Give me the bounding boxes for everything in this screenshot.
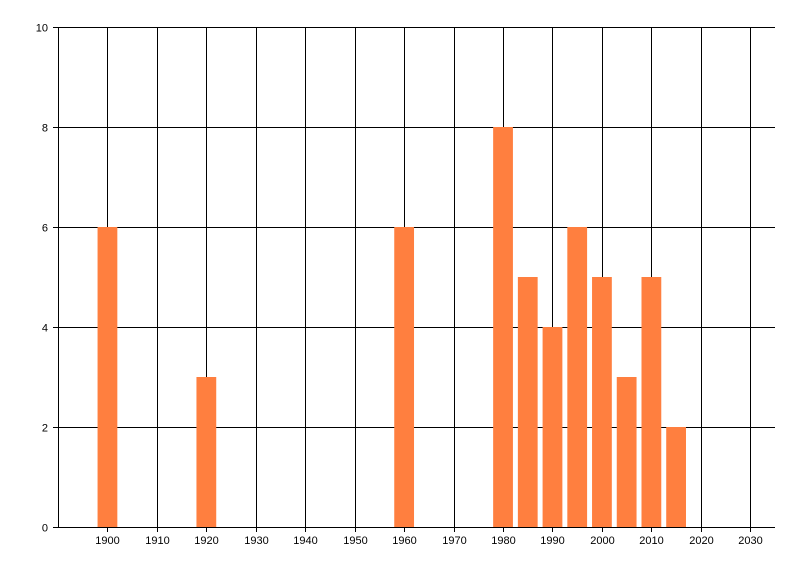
x-tick-label-2030: 2030	[738, 535, 762, 547]
tick-label-layer: 1900 1910 1920 1930 1940 1950 1960 1970 1980 1990…	[36, 23, 763, 548]
bar-2010	[641, 277, 662, 527]
x-tick-label-2010: 2010	[639, 535, 663, 547]
y-tick-label-8: 8	[42, 123, 48, 135]
axis-layer	[53, 27, 775, 532]
x-tick-label-1950: 1950	[343, 535, 367, 547]
x-tick-label-1980: 1980	[491, 535, 515, 547]
x-tick-label-1930: 1930	[244, 535, 268, 547]
x-tick-label-2000: 2000	[590, 535, 614, 547]
x-tick-label-1970: 1970	[442, 535, 466, 547]
bar-1985	[517, 277, 538, 527]
y-tick-label-0: 0	[42, 523, 48, 535]
y-tick-label-6: 6	[42, 223, 48, 235]
bar-1960	[394, 227, 415, 527]
x-tick-label-1940: 1940	[293, 535, 317, 547]
bar-1995	[567, 227, 588, 527]
bar-2015	[666, 427, 686, 527]
bar-2000	[592, 277, 612, 527]
x-tick-label-1910: 1910	[145, 535, 169, 547]
bar-2005	[616, 377, 637, 527]
bar-layer	[97, 127, 686, 527]
x-tick-label-1960: 1960	[392, 535, 416, 547]
y-tick-label-4: 4	[42, 323, 48, 335]
grid-layer	[58, 27, 775, 528]
x-tick-label-1990: 1990	[540, 535, 564, 547]
x-tick-label-2020: 2020	[689, 535, 713, 547]
x-tick-label-1920: 1920	[194, 535, 218, 547]
bar-1920	[196, 377, 217, 527]
y-tick-label-2: 2	[42, 423, 48, 435]
bar-1990	[542, 327, 563, 527]
bar-1980	[493, 127, 513, 527]
bar-1900	[97, 227, 118, 527]
y-tick-label-10: 10	[36, 23, 48, 35]
x-tick-label-1900: 1900	[95, 535, 119, 547]
